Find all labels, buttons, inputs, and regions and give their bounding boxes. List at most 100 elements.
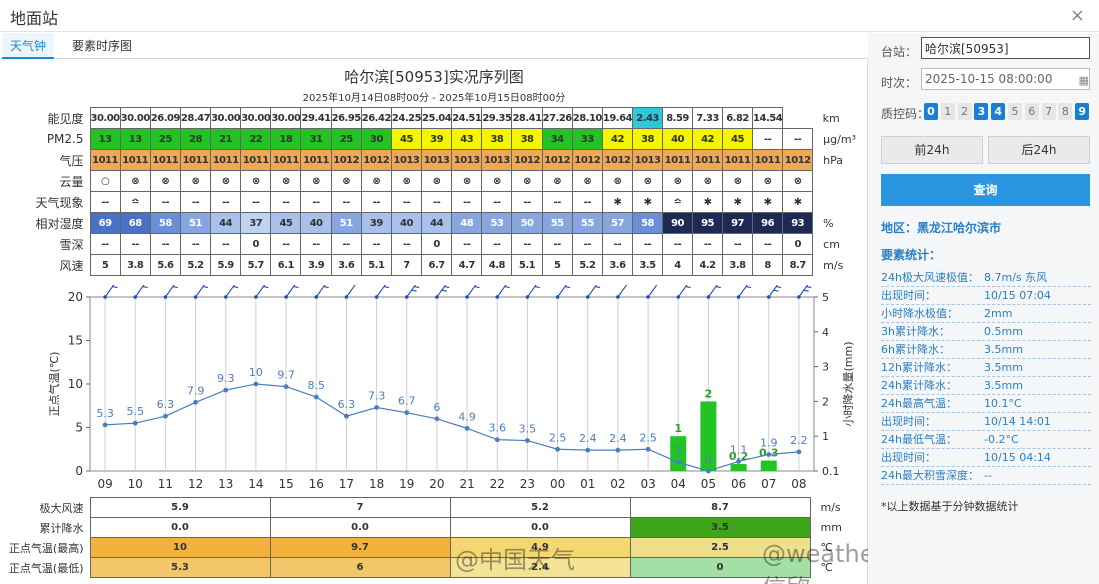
wind-barb-shaft xyxy=(164,285,175,298)
y2-tick-label: 4 xyxy=(822,326,829,339)
x-tick-label: 09 xyxy=(97,477,112,491)
obs-cell: 3.5 xyxy=(632,254,664,276)
temperature-label: 1 xyxy=(675,444,682,457)
qc-code-9[interactable]: 9 xyxy=(1075,103,1090,120)
temperature-label: 6.3 xyxy=(338,398,356,411)
obs-cell: 1011 xyxy=(662,149,694,171)
obs-cell: 30.00 xyxy=(270,107,302,129)
close-icon[interactable]: × xyxy=(1069,5,1085,26)
obs-cell: ✱ xyxy=(752,191,784,213)
tab-weather-clock[interactable]: 天气钟 xyxy=(2,33,55,59)
temperature-label: 5.3 xyxy=(96,407,114,420)
obs-cell: -- xyxy=(390,233,423,255)
station-input[interactable] xyxy=(921,37,1090,59)
obs-cell: 29.35 xyxy=(481,107,513,129)
obs-cell: 69 xyxy=(89,212,121,234)
summary-row: 累计降水 0.0 0.0 0.0 3.5 mm xyxy=(4,517,850,538)
qc-code-8[interactable]: 8 xyxy=(1058,103,1073,120)
temperature-point xyxy=(464,425,470,431)
qc-code-0[interactable]: 0 xyxy=(924,103,938,120)
obs-cell: 1011 xyxy=(300,149,332,171)
summary-row-unit: mm xyxy=(820,521,842,534)
obs-cell: -- xyxy=(571,191,603,213)
obs-cell: 57 xyxy=(601,212,634,234)
obs-cell: 3.6 xyxy=(330,254,362,276)
x-tick-label: 16 xyxy=(309,477,324,491)
obs-cell: ⊗ xyxy=(330,170,362,192)
obs-cell: 18 xyxy=(270,128,302,150)
summary-cell: 0.0 xyxy=(89,517,271,538)
obs-cell: -- xyxy=(179,191,212,213)
time-input[interactable] xyxy=(921,68,1090,90)
summary-row-unit: ℃ xyxy=(820,541,833,554)
stat-value: 10/14 14:01 xyxy=(984,415,1051,428)
temperature-label: 6 xyxy=(433,401,440,414)
obs-cell: ⊗ xyxy=(571,170,603,192)
obs-cell: 31 xyxy=(300,128,332,150)
obs-row-unit xyxy=(813,192,856,213)
obs-cell: -- xyxy=(752,233,784,255)
wind-barb-shaft xyxy=(496,285,507,298)
qc-code-7[interactable]: 7 xyxy=(1041,103,1056,120)
qc-code-2[interactable]: 2 xyxy=(957,103,972,120)
stat-key: 出现时间： xyxy=(881,451,936,464)
obs-cell: 3.8 xyxy=(119,254,151,276)
obs-row: 能见度 30.00 30.00 26.09 28.47 30.00 30.00 30.00 29… xyxy=(4,107,856,129)
obs-cell: 3.6 xyxy=(601,254,634,276)
obs-cell: 5.2 xyxy=(179,254,212,276)
x-tick-label: 22 xyxy=(490,477,505,491)
obs-cell: 1011 xyxy=(149,149,181,171)
qc-code-6[interactable]: 6 xyxy=(1024,103,1039,120)
obs-cell: 40 xyxy=(300,212,332,234)
obs-row-label: 云量 xyxy=(59,174,84,189)
obs-cell: 13 xyxy=(89,128,121,150)
summary-cell: 10 xyxy=(89,537,271,558)
obs-cell: -- xyxy=(300,191,332,213)
obs-cell: 5.9 xyxy=(210,254,242,276)
y2-tick-label: 1 xyxy=(822,430,829,443)
wind-barb-shaft xyxy=(587,285,597,298)
temperature-label: 9.7 xyxy=(277,369,295,382)
obs-cell: 1012 xyxy=(360,149,392,171)
temperature-point xyxy=(525,438,530,443)
wind-barb-shaft xyxy=(738,285,748,298)
obs-cell: ✱ xyxy=(692,191,724,213)
wind-barb-shaft xyxy=(647,285,658,298)
y-tick-label: 10 xyxy=(68,377,83,391)
obs-cell: -- xyxy=(541,191,573,213)
qc-code-1[interactable]: 1 xyxy=(940,103,955,120)
summary-cell: 0.0 xyxy=(269,517,451,538)
prev-24h-button[interactable]: 前24h xyxy=(881,136,983,164)
obs-cell: ⊗ xyxy=(360,170,392,192)
stat-row: 24h最高气温： 10.1°C xyxy=(881,395,1091,413)
qc-code-5[interactable]: 5 xyxy=(1008,103,1022,120)
obs-row: PM2.5 13 13 25 28 21 22 18 31 25 30 45 39 43 38 38 34 33 4… xyxy=(4,128,856,150)
stat-row: 出现时间： 10/15 07:04 xyxy=(881,287,1091,305)
obs-row: 相对湿度 69 68 58 51 44 37 45 40 51 39 40 44 48 53 50 55 55 57… xyxy=(4,212,856,234)
query-button[interactable]: 查询 xyxy=(881,174,1090,206)
temperature-line xyxy=(105,383,799,472)
obs-cell: ⊗ xyxy=(632,170,664,192)
obs-row-label: 能见度 xyxy=(47,111,84,126)
wind-barb-feather xyxy=(564,286,571,289)
obs-cell: -- xyxy=(119,233,151,255)
temperature-label: 1.9 xyxy=(760,436,778,449)
summary-row: 正点气温(最低) 5.3 6 2.4 0 ℃ xyxy=(4,557,850,578)
obs-cell: ✱ xyxy=(632,191,664,213)
summary-cell: 7 xyxy=(269,497,451,518)
temperature-label: 3.5 xyxy=(519,423,537,436)
temperature-point xyxy=(132,420,138,426)
obs-row-unit: km xyxy=(822,111,840,125)
qc-code-4[interactable]: 4 xyxy=(991,103,1006,120)
summary-row-label: 正点气温(最低) xyxy=(8,561,84,575)
obs-row: 雪深 -- -- -- -- -- 0 -- -- -- -- -- 0 -- -- -- -- -- -- -- --… xyxy=(4,233,856,255)
tab-element-timeseries[interactable]: 要素时序图 xyxy=(72,39,133,53)
stat-row: 24h最低气温： -0.2°C xyxy=(881,431,1091,449)
obs-cell: 5.1 xyxy=(511,254,543,276)
temperature-label: 2.5 xyxy=(549,431,567,444)
next-24h-button[interactable]: 后24h xyxy=(988,136,1090,164)
x-tick-label: 18 xyxy=(369,477,384,491)
qc-code-3[interactable]: 3 xyxy=(974,103,989,120)
temperature-label: 1.1 xyxy=(730,443,748,456)
calendar-icon[interactable]: ▦ xyxy=(1078,74,1089,87)
